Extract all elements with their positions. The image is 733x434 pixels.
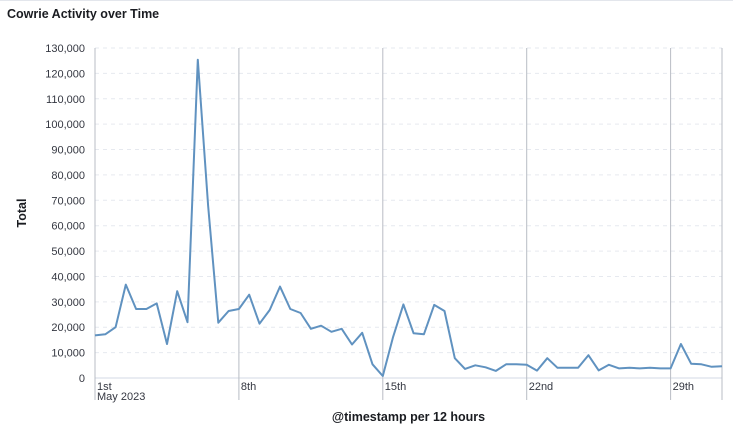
x-tick-label: 1st — [97, 381, 112, 393]
y-tick-label: 120,000 — [45, 68, 85, 80]
x-tick-label: 29th — [673, 381, 694, 393]
panel-title: Cowrie Activity over Time — [7, 7, 160, 21]
y-tick-label: 60,000 — [51, 221, 85, 233]
grid-layer — [95, 47, 722, 379]
y-tick-label: 80,000 — [51, 170, 85, 182]
x-tick-label: 22nd — [529, 381, 553, 393]
x-tick-sublabel: May 2023 — [97, 391, 145, 403]
x-tick-label: 8th — [241, 381, 256, 393]
y-tick-label: 50,000 — [51, 246, 85, 258]
y-tick-label: 90,000 — [51, 145, 85, 157]
y-tick-label: 40,000 — [51, 271, 85, 283]
y-tick-label: 110,000 — [46, 94, 85, 106]
series-layer — [94, 58, 723, 377]
x-axis-title: @timestamp per 12 hours — [332, 410, 485, 424]
y-tick-label: 20,000 — [51, 322, 85, 334]
y-tick-label: 10,000 — [51, 348, 85, 360]
y-axis-title: Total — [15, 199, 29, 228]
panel-top-border — [0, 0, 733, 1]
x-tick-label: 15th — [385, 381, 406, 393]
series-line — [94, 58, 723, 377]
period-separators — [94, 48, 723, 400]
y-tick-label: 130,000 — [45, 43, 85, 55]
y-tick-label: 70,000 — [51, 195, 85, 207]
y-tick-label: 0 — [79, 373, 85, 385]
y-tick-label: 100,000 — [45, 119, 85, 131]
y-tick-label: 30,000 — [51, 297, 85, 309]
y-axis-ticks: 0 10,000 20,000 30,000 40,000 50,000 60,000 70,… — [45, 43, 85, 385]
